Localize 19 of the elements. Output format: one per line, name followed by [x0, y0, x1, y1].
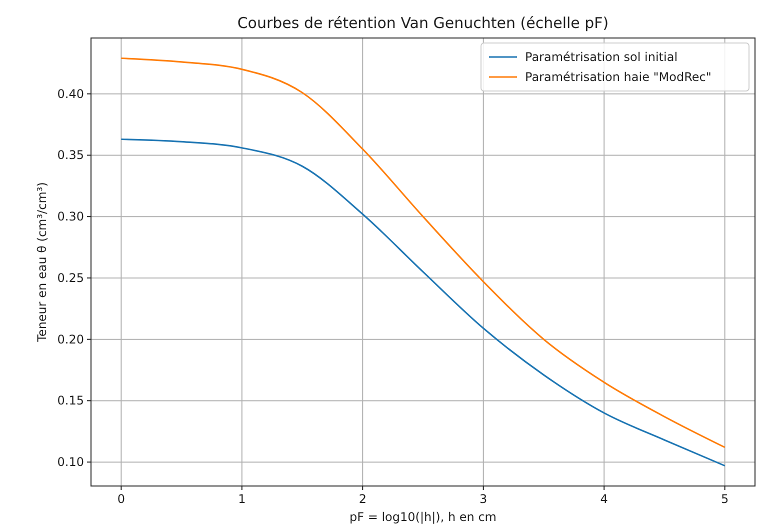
y-axis-title: Teneur en eau θ (cm³/cm³): [35, 182, 49, 343]
x-tick-label: 0: [117, 492, 125, 506]
y-tick-label: 0.10: [57, 455, 84, 470]
y-tick-label: 0.25: [57, 270, 84, 285]
legend-label: Paramétrisation haie "ModRec": [525, 70, 712, 84]
y-tick-label: 0.40: [57, 86, 84, 101]
x-tick-label: 1: [238, 492, 246, 506]
x-tick-label: 4: [600, 492, 608, 506]
y-tick-label: 0.30: [57, 210, 84, 224]
x-tick-label: 5: [721, 492, 729, 506]
y-tick-label: 0.20: [57, 332, 84, 346]
y-tick-label: 0.15: [57, 394, 84, 408]
x-tick-label: 3: [480, 492, 488, 506]
x-axis-title: pF = log10(|h|), h en cm: [350, 510, 496, 524]
y-tick-label: 0.35: [57, 148, 84, 162]
x-tick-label: 2: [358, 492, 366, 506]
legend-label: Paramétrisation sol initial: [525, 50, 678, 64]
chart-title: Courbes de rétention Van Genuchten (échelle pF): [237, 14, 609, 32]
line-series: [120, 138, 726, 467]
